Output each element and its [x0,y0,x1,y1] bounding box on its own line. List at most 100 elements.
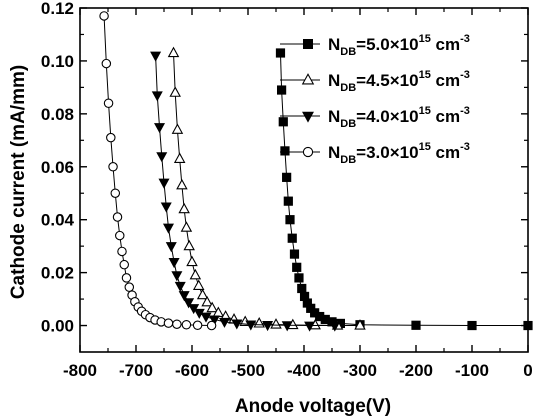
data-point [186,255,198,267]
series-1 [275,48,533,331]
legend-marker [301,73,315,85]
y-tick-label: 0.04 [41,211,75,230]
data-point [112,212,123,222]
legend-label: NDB=4.5×1015 cm-3 [328,69,470,94]
data-point [174,281,186,292]
data-point [171,271,183,282]
legend-value: =3.0×10 [356,143,418,162]
series-4 [99,11,217,331]
data-point [150,51,162,62]
x-tick-label: -300 [343,361,377,380]
data-point [176,178,188,190]
data-point [467,320,477,331]
legend-unit-exponent: -3 [460,69,470,81]
data-point [178,202,190,214]
legend-unit: cm [431,35,460,54]
data-point [231,319,243,330]
legend-unit: cm [431,71,460,90]
data-point [110,188,121,198]
data-point [245,320,257,331]
data-point [294,273,304,283]
legend-unit: cm [431,107,460,126]
data-point [218,317,230,328]
data-point [101,58,112,69]
data-point [115,230,125,241]
y-tick-label: 0.08 [41,105,74,124]
data-point [206,320,217,331]
data-point [121,273,132,283]
series-3 [150,51,341,332]
data-point [262,321,274,332]
data-point [99,11,109,21]
data-point [411,320,421,330]
data-point [208,315,220,326]
data-point [173,152,186,163]
data-point [172,319,182,329]
data-point [278,117,288,127]
legend-unit-exponent: -3 [460,105,470,117]
data-point [171,123,184,134]
data-point [192,320,203,331]
legend-entry-4: NDB=3.0×1015 cm-3 [280,141,470,166]
legend-label: NDB=4.0×1015 cm-3 [328,105,470,130]
legend-symbol: N [328,35,340,54]
legend-label: NDB=5.0×1015 cm-3 [328,33,470,58]
legend-label: NDB=3.0×1015 cm-3 [328,141,470,166]
y-tick-label: 0.06 [41,158,74,177]
data-point [276,85,287,95]
marks-layer [99,11,533,332]
x-tick-label: -200 [399,361,433,380]
legend-value: =4.5×10 [356,71,418,90]
data-point [283,196,293,206]
legend-symbol: N [328,107,340,126]
legend-marker [302,39,313,50]
data-point [119,259,129,270]
data-point [160,202,172,213]
data-point [151,91,163,102]
legend-exponent: 15 [419,105,431,117]
data-point [124,282,135,292]
data-point [169,86,181,97]
data-point [168,258,180,269]
x-tick-label: 0 [523,361,532,380]
data-point [304,321,316,332]
data-point [329,321,341,332]
legend-unit: cm [431,143,460,162]
data-point [200,312,212,323]
data-point [275,48,286,58]
x-tick-label: -100 [455,361,489,380]
legend-marker [302,146,314,158]
data-point [270,318,282,329]
legend-value: =4.0×10 [356,107,418,126]
data-point [180,221,193,232]
data-point [292,262,302,272]
y-tick-label: 0.00 [41,317,74,336]
legend-entry-3: NDB=4.0×1015 cm-3 [280,105,470,130]
legend-exponent: 15 [419,33,431,45]
data-point [165,242,177,253]
axes-layer: -800 -700 -600 -500 -400 -300 -200 -100 0 0.00 0.0… [41,0,533,380]
data-point [108,162,118,172]
data-point [287,233,297,243]
legend-subscript: DB [340,154,356,166]
x-tick-label: -600 [175,361,209,380]
data-point [163,318,174,328]
legend-exponent: 15 [419,69,431,81]
legend-entry-1: NDB=5.0×1015 cm-3 [280,33,470,58]
data-point [106,132,116,143]
data-point [158,178,170,189]
data-point [189,268,202,280]
legend-subscript: DB [340,46,356,58]
data-point [183,298,195,309]
data-point [117,246,127,257]
legend-exponent: 15 [419,141,431,153]
y-axis-title: Cathode current (mA/mm) [8,65,29,299]
y-tick-label: 0.12 [41,0,74,18]
series-2 [167,46,366,330]
x-tick-label: -400 [287,361,321,380]
legend-marker [302,111,314,123]
legend-symbol: N [328,71,340,90]
x-axis-title: Anode voltage(V) [235,396,391,417]
